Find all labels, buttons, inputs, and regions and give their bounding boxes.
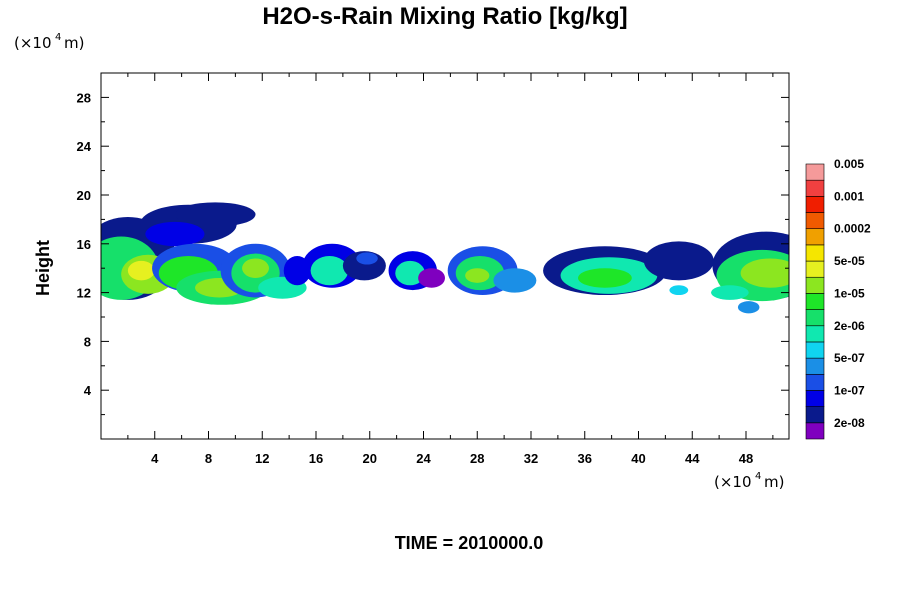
colorbar-swatch: [805, 309, 825, 327]
x-tick-label: 48: [739, 451, 753, 466]
rain-blob: [578, 268, 632, 288]
colorbar-swatch: [805, 244, 825, 262]
y-tick-label: 20: [77, 188, 91, 203]
rain-blob: [465, 268, 490, 283]
y-tick-label: 16: [77, 237, 91, 252]
y-unit-suffix: m): [64, 34, 84, 52]
rain-field: [101, 202, 789, 314]
rain-blob: [418, 268, 445, 288]
rain-blob: [174, 202, 256, 227]
x-tick-label: 32: [524, 451, 538, 466]
x-tick-label: 12: [255, 451, 269, 466]
colorbar-swatch: [805, 196, 825, 213]
colorbar-label: 0.0002: [834, 222, 871, 236]
colorbar-swatch: [805, 406, 825, 424]
colorbar-swatch: [805, 422, 825, 440]
rain-blob: [711, 285, 749, 300]
colorbar-swatch: [805, 179, 825, 197]
x-unit-exp: 4: [755, 471, 761, 482]
colorbar-label: 2e-06: [834, 319, 865, 333]
time-label: TIME = 2010000.0: [395, 533, 544, 553]
x-axis: 4 8 12 16 20 24 28 32 36 40 44 48: [127, 73, 774, 466]
rain-blob: [310, 256, 349, 286]
rain-blob: [356, 252, 378, 265]
x-tick-label: 20: [363, 451, 377, 466]
y-axis: 4 8 12 16 20 24 28: [77, 90, 789, 416]
colorbar-label: 0.005: [834, 157, 864, 171]
x-tick-label: 40: [631, 451, 645, 466]
colorbar-swatch: [805, 163, 825, 181]
rain-blob: [242, 258, 269, 278]
rain-blob: [127, 260, 155, 281]
colorbar-label: 1e-07: [834, 383, 865, 397]
y-tick-label: 8: [84, 334, 91, 349]
x-tick-label: 36: [578, 451, 592, 466]
colorbar-label: 5e-05: [834, 254, 865, 268]
colorbar-label: 1e-05: [834, 286, 865, 300]
y-unit-prefix: (×10: [14, 34, 52, 52]
colorbar-swatch: [805, 293, 825, 310]
rain-blob: [145, 221, 205, 247]
rain-blob: [395, 260, 425, 286]
x-unit-suffix: m): [764, 473, 784, 491]
colorbar-swatch: [805, 341, 825, 359]
y-axis-title: Height: [33, 240, 53, 296]
x-tick-label: 8: [205, 451, 212, 466]
colorbar-label: 5e-07: [834, 351, 865, 365]
rain-blob: [669, 285, 689, 296]
colorbar-swatch: [805, 212, 825, 230]
colorbar-swatch: [805, 325, 825, 343]
x-unit-prefix: (×10: [714, 473, 752, 491]
y-tick-label: 4: [84, 383, 92, 398]
x-unit-label: (×10 4 m): [714, 471, 784, 491]
chart-title: H2O-s-Rain Mixing Ratio [kg/kg]: [262, 3, 627, 30]
y-tick-label: 24: [77, 139, 92, 154]
y-unit-exp: 4: [55, 32, 61, 43]
colorbar-swatch: [805, 260, 825, 278]
x-tick-label: 4: [151, 451, 159, 466]
rain-blob: [493, 268, 537, 293]
colorbar-label: 2e-08: [834, 416, 865, 430]
colorbar-swatch: [805, 390, 825, 407]
rain-blob: [740, 258, 789, 288]
y-unit-label: (×10 4 m): [14, 32, 84, 52]
x-tick-label: 44: [685, 451, 700, 466]
rain-blob: [737, 301, 760, 314]
colorbar-swatch: [805, 357, 825, 375]
colorbar-swatch: [805, 276, 825, 294]
x-tick-label: 24: [416, 451, 431, 466]
x-tick-label: 16: [309, 451, 323, 466]
colorbar-label: 0.001: [834, 189, 864, 203]
y-tick-label: 28: [77, 90, 91, 105]
colorbar-swatch: [805, 373, 825, 391]
rain-blob: [643, 241, 714, 281]
colorbar-swatch: [805, 228, 825, 246]
x-tick-label: 28: [470, 451, 484, 466]
plot-frame: [100, 72, 790, 440]
y-tick-label: 12: [77, 286, 91, 301]
colorbar: 2e-08 1e-07 5e-07 2e-06 1e-05 5e-05 0.0002 0.00…: [805, 157, 871, 440]
